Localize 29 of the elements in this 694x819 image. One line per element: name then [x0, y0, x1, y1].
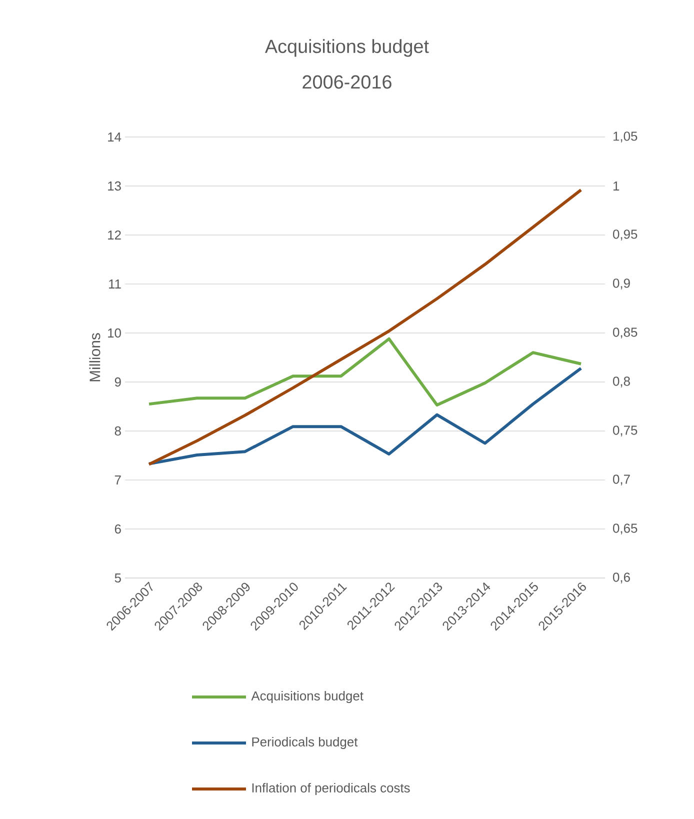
y-tick-label: 11 — [109, 280, 121, 288]
y-tick-label: 9 — [114, 377, 121, 387]
y2-tick-label: 0,75 — [613, 426, 638, 436]
legend-label: Periodicals budget — [252, 736, 358, 750]
y2-tick-label: 1 — [613, 182, 620, 190]
y2-tick-label: 0,7 — [613, 474, 630, 486]
chart-subtitle: 2006-2016 — [302, 75, 392, 89]
legend-label: Acquisitions budget — [251, 690, 364, 704]
y2-tick-label: 0,85 — [613, 328, 638, 338]
chart-title: Acquisitions budget — [264, 39, 429, 57]
y-tick-label: 5 — [114, 573, 121, 583]
y-tick-label: 6 — [114, 524, 121, 534]
y2-tick-label: 1,05 — [613, 132, 638, 142]
y2-tick-label: 0,95 — [613, 230, 638, 240]
y-tick-label: 7 — [114, 476, 121, 484]
y-tick-label: 14 — [108, 132, 122, 142]
y-axis-title: Millions — [89, 333, 100, 382]
line-series — [148, 188, 582, 466]
y2-tick-label: 0,65 — [613, 524, 638, 534]
y2-tick-label: 0,8 — [613, 376, 630, 388]
line-series — [148, 366, 582, 466]
y-tick-label: 12 — [108, 230, 121, 240]
y-tick-label: 13 — [108, 181, 121, 191]
y-tick-label: 8 — [114, 426, 121, 436]
y2-tick-label: 0,9 — [613, 278, 630, 290]
y2-tick-label: 0,6 — [613, 572, 630, 584]
y-tick-label: 10 — [108, 328, 121, 338]
legend-label: Inflation of periodicals costs — [252, 782, 410, 796]
line-series — [148, 337, 582, 407]
